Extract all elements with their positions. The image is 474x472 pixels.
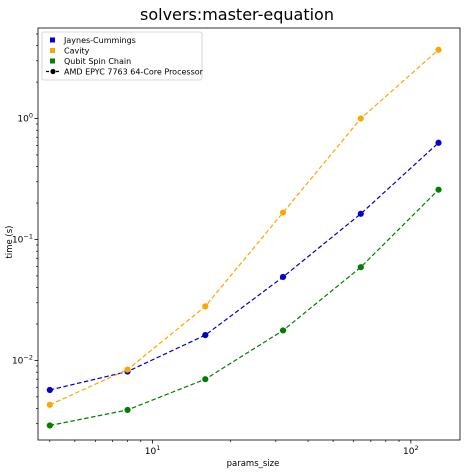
- data-point: [280, 209, 286, 215]
- x-tick-label: 101: [145, 444, 161, 457]
- legend-label: Cavity: [64, 47, 90, 56]
- data-point: [435, 47, 441, 53]
- legend-label: Qubit Spin Chain: [64, 57, 131, 66]
- legend-label: Jaynes-Cummings: [63, 36, 136, 45]
- y-tick-label: 10−2: [12, 353, 33, 366]
- data-point: [358, 115, 364, 121]
- data-point: [202, 376, 208, 382]
- chart-title: solvers:master-equation: [140, 5, 334, 24]
- data-point: [124, 407, 130, 413]
- data-point: [124, 367, 130, 373]
- x-tick-label: 102: [403, 444, 419, 457]
- y-axis-label: time (s): [5, 226, 15, 259]
- data-point: [358, 211, 364, 217]
- legend-style-label: AMD EPYC 7763 64-Core Processor: [64, 68, 204, 77]
- data-point: [47, 402, 53, 408]
- data-point: [280, 274, 286, 280]
- legend-style-marker: [50, 69, 55, 74]
- legend-marker: [50, 59, 55, 64]
- data-point: [202, 303, 208, 309]
- data-point: [47, 422, 53, 428]
- legend-marker: [50, 48, 55, 53]
- y-tick-label: 100: [17, 112, 33, 125]
- data-point: [280, 327, 286, 333]
- data-point: [202, 332, 208, 338]
- data-point: [435, 140, 441, 146]
- legend-marker: [50, 38, 55, 43]
- y-tick-label: 10−1: [12, 232, 33, 245]
- x-axis-label: params_size: [227, 459, 280, 469]
- data-point: [47, 387, 53, 393]
- data-point: [435, 187, 441, 193]
- data-point: [358, 264, 364, 270]
